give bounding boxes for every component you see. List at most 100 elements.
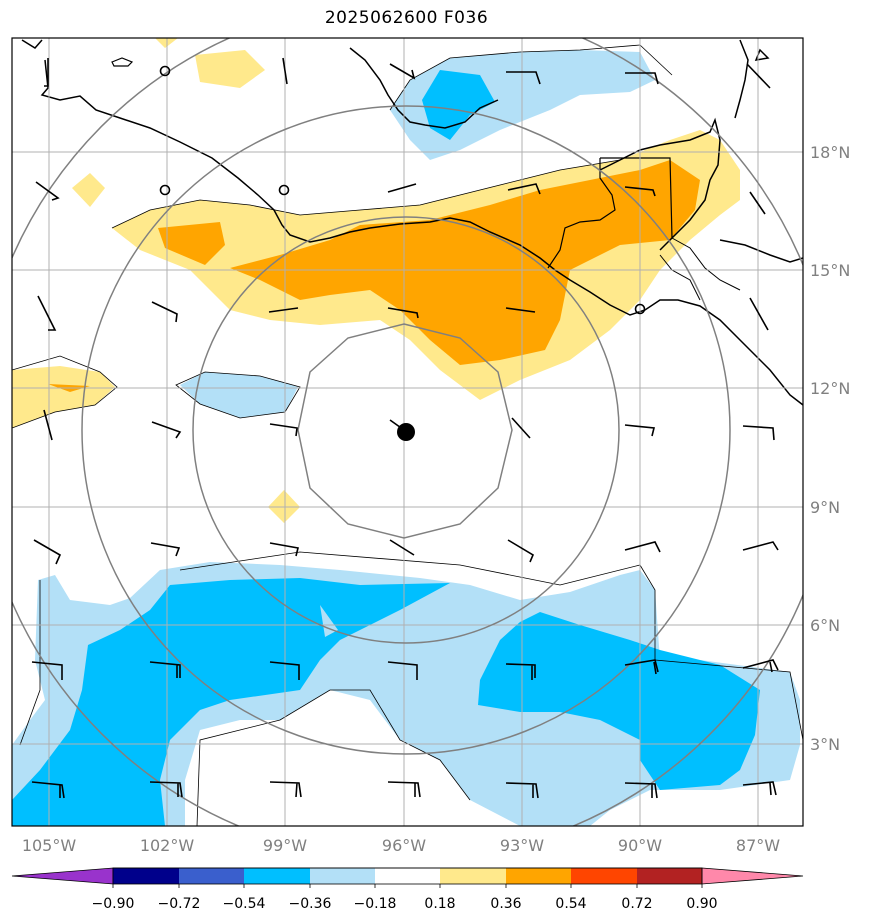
yucatan-coast <box>599 117 721 251</box>
wind-barb <box>749 297 769 331</box>
lon-tick-label: 102°W <box>140 836 195 855</box>
wind-barb <box>742 425 775 441</box>
calm-marker <box>278 184 290 196</box>
island <box>111 57 134 67</box>
wind-barb <box>624 424 655 437</box>
country-border-2 <box>659 237 741 301</box>
negative-anomaly-north-core <box>422 70 495 140</box>
wind-barb <box>505 782 539 799</box>
range-ring-2 <box>192 216 620 644</box>
coastline <box>21 39 803 406</box>
colorbar-label: 0.72 <box>621 896 652 912</box>
colorbar-segment <box>310 868 375 884</box>
wind-barb <box>387 183 417 193</box>
colorbar-segment <box>571 868 637 884</box>
storm-center-marker <box>397 423 415 441</box>
lat-tick-label: 9°N <box>810 498 840 517</box>
range-ring-inner <box>297 323 513 539</box>
wind-barb <box>624 659 659 675</box>
colorbar-label: −0.18 <box>354 896 397 912</box>
positive-anomaly-top <box>195 50 265 88</box>
wind-barb <box>149 661 181 678</box>
wind-barb <box>269 781 302 798</box>
colorbar-segment <box>701 867 804 885</box>
country-border <box>547 157 673 269</box>
colorbar-segment <box>113 868 179 884</box>
calm-marker <box>159 65 171 77</box>
lat-tick-label: 15°N <box>810 261 850 280</box>
wind-barb <box>507 183 541 195</box>
wind-barb <box>749 191 766 215</box>
lat-tick-label: 6°N <box>810 616 840 635</box>
wind-barb <box>505 663 536 680</box>
wind-barb <box>624 186 656 197</box>
wind-barb <box>43 409 53 441</box>
range-rings <box>12 38 803 826</box>
wind-barb <box>506 71 541 85</box>
lon-tick-label: 87°W <box>736 836 780 855</box>
longitude-ticks: 105°W 102°W 99°W 96°W 93°W 90°W 87°W <box>22 836 780 855</box>
wind-barb <box>151 301 178 323</box>
wind-barb <box>44 58 49 87</box>
wind-barb <box>387 781 421 798</box>
calm-wind-markers <box>159 65 646 315</box>
colorbar-label: 0.90 <box>686 896 717 912</box>
wind-barb <box>31 781 65 799</box>
wind-barb <box>746 63 771 89</box>
lon-tick-label: 90°W <box>618 836 662 855</box>
wind-barb <box>269 661 300 680</box>
wind-barb <box>505 307 536 313</box>
wind-barb <box>511 417 531 439</box>
lon-tick-label: 96°W <box>382 836 426 855</box>
map-frame <box>11 37 804 827</box>
positive-anomaly-west <box>158 222 225 265</box>
colorbar-label: 0.54 <box>555 896 586 912</box>
colorbar-segment <box>440 868 506 884</box>
wind-barb <box>389 63 416 80</box>
colorbar-label: −0.90 <box>92 896 135 912</box>
lat-tick-label: 3°N <box>810 735 840 754</box>
negative-anomaly-mid <box>180 372 298 418</box>
wind-barb <box>268 307 299 313</box>
wind-barb <box>149 781 183 798</box>
colorbar-label: 0.36 <box>490 896 521 912</box>
wind-barb <box>33 539 62 565</box>
wind-barb <box>742 781 777 796</box>
colorbar-segment <box>244 868 310 884</box>
range-ring-3 <box>81 105 731 755</box>
coastline-north <box>349 47 499 129</box>
colorbar-frame <box>112 867 703 885</box>
wind-barb <box>387 307 419 319</box>
negative-anomaly-southeast-core <box>478 612 760 790</box>
latitude-ticks: 3°N 6°N 9°N 12°N 15°N 18°N <box>810 143 850 754</box>
colorbar-segment <box>375 868 440 884</box>
colorbar-segment <box>11 867 114 885</box>
wind-barb <box>37 295 57 331</box>
figure-title: 2025062600 F036 <box>324 8 489 28</box>
wind-barb <box>150 542 181 557</box>
calm-marker <box>159 184 171 196</box>
wind-barb <box>507 539 535 563</box>
positive-anomaly-west-edge <box>12 366 115 428</box>
wind-barb <box>742 541 779 551</box>
wind-barb <box>624 782 658 799</box>
negative-anomaly-south-core <box>12 578 450 826</box>
lon-tick-label: 105°W <box>22 836 77 855</box>
wind-barb <box>269 542 299 557</box>
wind-barb <box>35 181 60 201</box>
colorbar-label: −0.54 <box>223 896 266 912</box>
colorbar: −0.90 −0.72 −0.54 −0.36 −0.18 0.18 0.36 … <box>11 867 804 912</box>
colorbar-segment <box>179 868 244 884</box>
lon-tick-label: 99°W <box>263 836 307 855</box>
wind-barb <box>31 661 63 680</box>
calm-marker <box>634 303 646 315</box>
positive-anomaly-small-nw <box>72 173 105 207</box>
anomaly-contour <box>12 44 803 826</box>
negative-anomaly-notch <box>320 605 338 637</box>
wind-barb <box>389 539 415 556</box>
colorbar-segment <box>506 868 571 884</box>
lat-tick-label: 12°N <box>810 379 850 398</box>
lon-tick-label: 93°W <box>500 836 544 855</box>
colorbar-label: −0.36 <box>289 896 332 912</box>
